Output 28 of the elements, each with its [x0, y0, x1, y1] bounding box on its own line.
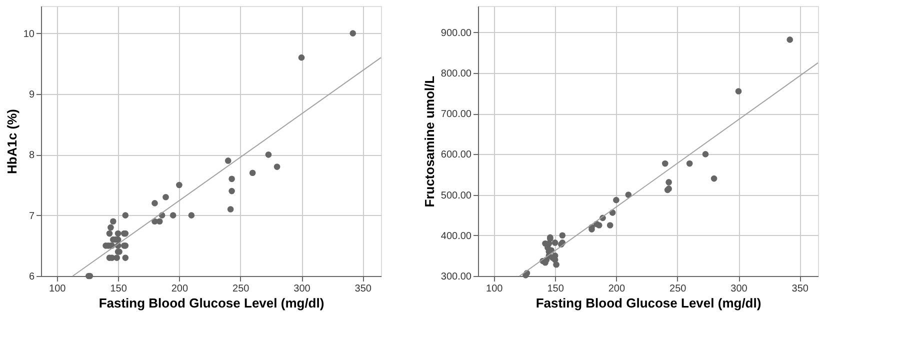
y-tick-label: 300.00	[440, 272, 472, 282]
x-axis-title: Fasting Blood Glucose Level (mg/dl)	[536, 296, 762, 310]
x-tick-label: 100	[486, 284, 504, 294]
x-tick-label: 100	[49, 284, 66, 294]
x-tick-label: 300	[730, 284, 748, 294]
y-tick-label: 10	[23, 28, 35, 40]
x-tick-label: 350	[354, 284, 372, 294]
y-tick-label: 900.00	[440, 28, 472, 39]
y-axis-title: Fructosamine umol/L	[422, 76, 437, 208]
x-tick-label: 200	[608, 284, 626, 294]
y-tick-label: 500.00	[440, 190, 472, 202]
y-tick-label: 600.00	[440, 150, 472, 161]
y-tick-label: 700.00	[440, 109, 472, 120]
x-tick-label: 300	[294, 284, 311, 294]
y-tick-label: 8	[28, 150, 35, 162]
x-tick-label: 150	[547, 284, 564, 294]
x-tick-label: 250	[670, 284, 687, 294]
y-tick-label: 800.00	[440, 68, 472, 80]
x-tick-label: 350	[792, 284, 809, 294]
y-tick-label: 400.00	[440, 230, 472, 242]
y-tick-label: 9	[28, 89, 35, 100]
x-tick-label: 250	[232, 284, 250, 294]
x-axis-title: Fasting Blood Glucose Level (mg/dl)	[98, 296, 324, 310]
y-axis-title: HbA1c (%)	[4, 108, 20, 174]
y-tick-label: 6	[28, 272, 35, 282]
x-tick-label: 200	[171, 284, 188, 294]
y-tick-label: 7	[28, 210, 35, 222]
x-tick-label: 150	[110, 284, 128, 294]
